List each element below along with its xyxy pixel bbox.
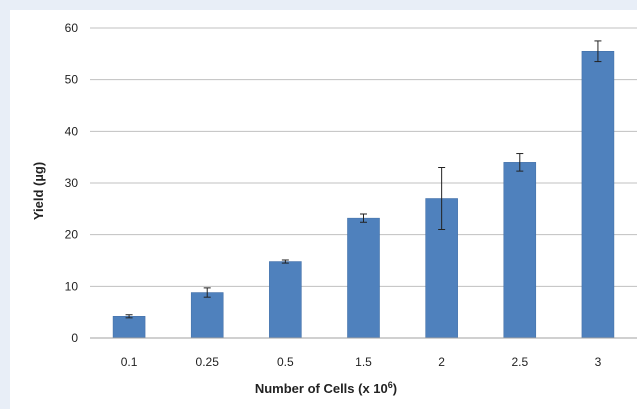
bar-chart: 0 10 20 30 40 50 60 0.1 0.25 0.5 1.5 2 2.5 3 Yield (… [31,21,637,396]
x-axis-title-exponent: 6 [388,380,393,390]
x-axis-title: Number of Cells (x 106) [255,380,397,396]
bars [112,51,615,339]
x-tick-label: 3 [595,355,602,369]
bar [503,162,537,339]
x-tick-label: 0.1 [121,355,138,369]
x-tick-label: 2.5 [511,355,528,369]
y-tick-label: 20 [65,228,79,242]
x-tick-label: 2 [438,355,445,369]
gridlines [90,27,637,287]
y-tick-label: 30 [65,176,79,190]
bar [347,217,380,339]
x-tick-labels: 0.1 0.25 0.5 1.5 2 2.5 3 [121,355,602,369]
bar [581,51,615,339]
y-tick-label: 0 [71,331,78,345]
y-tick-label: 40 [65,124,79,138]
bar [190,292,224,339]
chart-frame: 0 10 20 30 40 50 60 0.1 0.25 0.5 1.5 2 2.5 3 Yield (… [10,10,637,409]
x-axis-title-close: ) [393,381,397,396]
y-tick-label: 60 [65,21,79,35]
y-tick-label: 10 [65,279,79,293]
x-tick-label: 0.25 [196,355,220,369]
x-axis-title-main: Number of Cells (x 10 [255,381,388,396]
y-axis-title: Yield (µg) [31,162,46,220]
error-bars [125,40,602,319]
y-tick-label: 50 [65,73,79,87]
x-tick-label: 1.5 [355,355,372,369]
x-tick-label: 0.5 [277,355,294,369]
bar [269,261,302,339]
bar [112,316,146,339]
y-tick-labels: 0 10 20 30 40 50 60 [65,21,79,345]
